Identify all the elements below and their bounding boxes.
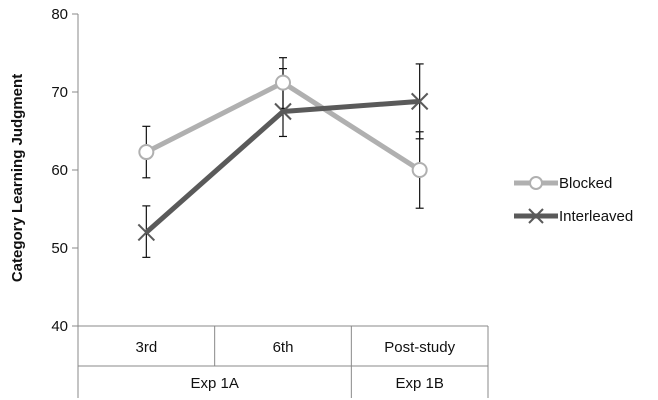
marker-stroke [274,102,292,121]
data-point-interleaved [410,92,429,111]
y-tick-label: 50 [51,240,68,257]
data-point-blocked [138,144,155,161]
x-category-label: 3rd [135,339,157,356]
data-point-blocked [411,162,428,178]
x-group-label: Exp 1B [395,375,443,392]
legend-marker [528,208,544,224]
legend-label: Interleaved [559,208,633,225]
legend-item-interleaved: Interleaved [514,208,633,225]
x-group-label: Exp 1A [190,375,238,392]
legend-label: Blocked [559,175,612,192]
data-point-interleaved [274,102,292,121]
y-tick-label: 80 [51,6,68,23]
legend: Blocked Interleaved [514,175,633,225]
series-markers [137,74,429,242]
marker-stroke [528,208,544,224]
data-point-interleaved [137,223,156,242]
legend-item-blocked: Blocked [514,175,612,192]
y-tick-label: 60 [51,162,68,179]
data-point-blocked [275,74,291,91]
marker-stroke [137,223,156,242]
y-tick-label: 70 [51,84,68,101]
y-axis-label: Category Learning Judgment [9,74,26,282]
x-category-label: 6th [273,339,294,356]
y-tick-label: 40 [51,318,68,335]
x-category-label: Post-study [384,339,455,356]
legend-marker [529,176,543,190]
y-axis-ticks: 40 50 60 70 80 [51,6,78,335]
x-axis-groups: Exp 1A Exp 1B [190,375,443,392]
x-axis-categories: 3rd 6th Post-study [135,339,455,356]
marker-stroke [410,92,429,111]
chart-axes [77,14,489,398]
